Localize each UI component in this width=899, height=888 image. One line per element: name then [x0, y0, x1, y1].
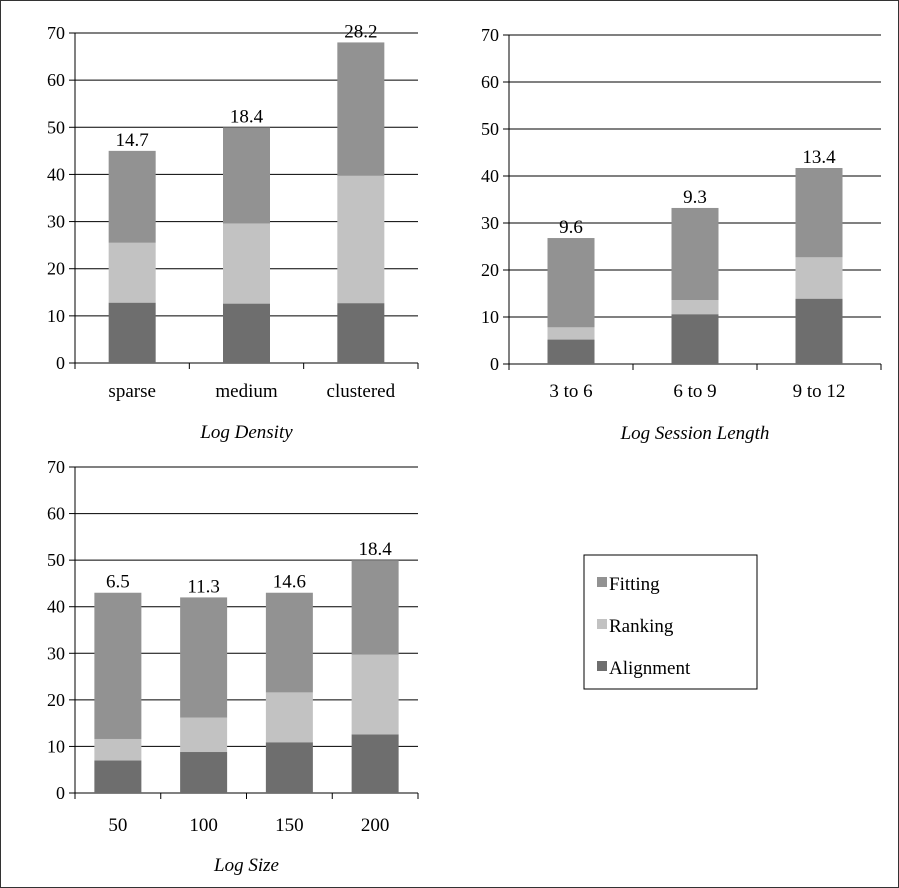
legend-label-ranking: Ranking: [609, 616, 674, 637]
x-axis-title-0: Log Density: [199, 422, 293, 443]
bar-fitting-0-0: [108, 150, 156, 243]
legend-box: [583, 554, 758, 690]
y-tick-label-0-5: 50: [47, 117, 65, 137]
y-tick-label-2-4: 40: [47, 597, 65, 617]
y-tick-label-1-5: 50: [481, 119, 499, 139]
y-tick-label-1-6: 60: [481, 72, 499, 92]
y-tick-label-0-7: 70: [47, 23, 65, 43]
bar-alignment-2-2: [265, 742, 313, 793]
y-tick-label-0-2: 20: [47, 259, 65, 279]
bar-total-label-2-3: 18.4: [359, 539, 393, 560]
bar-alignment-2-1: [180, 752, 228, 793]
y-tick-label-2-6: 60: [47, 504, 65, 524]
bar-total-label-1-1: 9.3: [683, 187, 707, 208]
x-axis-title-2: Log Size: [213, 855, 279, 876]
bar-ranking-2-0: [94, 738, 142, 761]
bar-fitting-2-2: [265, 592, 313, 693]
bar-total-label-1-0: 9.6: [559, 217, 583, 238]
bar-alignment-0-2: [337, 303, 385, 363]
legend-swatch-alignment: [597, 661, 607, 671]
bar-fitting-2-1: [180, 597, 228, 718]
y-tick-label-1-7: 70: [481, 25, 499, 45]
bar-alignment-2-3: [351, 734, 399, 793]
y-tick-label-0-1: 10: [47, 306, 65, 326]
y-tick-label-1-1: 10: [481, 307, 499, 327]
y-tick-label-0-6: 60: [47, 70, 65, 90]
y-tick-label-2-0: 0: [56, 783, 65, 803]
bar-total-label-1-2: 13.4: [802, 147, 836, 168]
bar-ranking-1-2: [795, 257, 843, 299]
x-axis-title-1: Log Session Length: [620, 423, 770, 444]
bar-alignment-2-0: [94, 760, 142, 793]
x-category-label-2-3: 200: [361, 815, 390, 836]
legend-label-fitting: Fitting: [609, 574, 660, 595]
x-category-label-2-1: 100: [189, 815, 218, 836]
bar-total-label-0-0: 14.7: [116, 130, 149, 151]
bar-alignment-1-1: [671, 314, 719, 364]
bar-fitting-2-0: [94, 592, 142, 739]
x-category-label-1-0: 3 to 6: [549, 381, 592, 402]
bar-ranking-2-2: [265, 692, 313, 743]
bar-alignment-0-1: [223, 303, 270, 363]
x-category-label-1-1: 6 to 9: [673, 381, 716, 402]
x-category-label-0-0: sparse: [108, 381, 155, 402]
bar-fitting-2-3: [351, 560, 399, 655]
y-tick-label-2-5: 50: [47, 550, 65, 570]
x-category-label-2-2: 150: [275, 815, 304, 836]
y-tick-label-0-3: 30: [47, 212, 65, 232]
bar-fitting-0-2: [337, 42, 385, 176]
bar-fitting-1-1: [671, 207, 719, 301]
legend-label-alignment: Alignment: [609, 658, 691, 679]
bar-alignment-1-0: [547, 339, 595, 364]
bar-ranking-2-1: [180, 717, 228, 753]
bar-alignment-1-2: [795, 298, 843, 364]
bar-total-label-2-1: 11.3: [187, 576, 220, 597]
bar-alignment-0-0: [108, 302, 156, 363]
bar-ranking-2-3: [351, 654, 399, 735]
y-tick-label-2-7: 70: [47, 457, 65, 477]
y-tick-label-2-2: 20: [47, 690, 65, 710]
y-tick-label-2-3: 30: [47, 643, 65, 663]
y-tick-label-1-3: 30: [481, 213, 499, 233]
bar-ranking-0-0: [108, 242, 156, 303]
bar-ranking-0-2: [337, 175, 385, 304]
y-tick-label-0-0: 0: [56, 353, 65, 373]
y-tick-label-1-4: 40: [481, 166, 499, 186]
x-category-label-0-1: medium: [215, 381, 277, 402]
bar-ranking-1-1: [671, 300, 719, 315]
x-category-label-0-2: clustered: [327, 381, 396, 402]
x-category-label-1-2: 9 to 12: [793, 381, 846, 402]
y-tick-label-0-4: 40: [47, 164, 65, 184]
bar-fitting-1-2: [795, 168, 843, 258]
legend-swatch-fitting: [597, 577, 607, 587]
bar-ranking-0-1: [223, 223, 270, 304]
bar-fitting-1-0: [547, 238, 595, 328]
y-tick-label-1-0: 0: [490, 354, 499, 374]
bar-total-label-2-2: 14.6: [273, 572, 306, 593]
bar-ranking-1-0: [547, 327, 595, 340]
bar-total-label-2-0: 6.5: [106, 572, 130, 593]
bar-total-label-0-1: 18.4: [230, 106, 264, 127]
legend-swatch-ranking: [597, 619, 607, 629]
x-category-label-2-0: 50: [108, 815, 127, 836]
y-tick-label-1-2: 20: [481, 260, 499, 280]
y-tick-label-2-1: 10: [47, 736, 65, 756]
bar-total-label-0-2: 28.2: [344, 21, 377, 42]
bar-fitting-0-1: [223, 127, 270, 224]
